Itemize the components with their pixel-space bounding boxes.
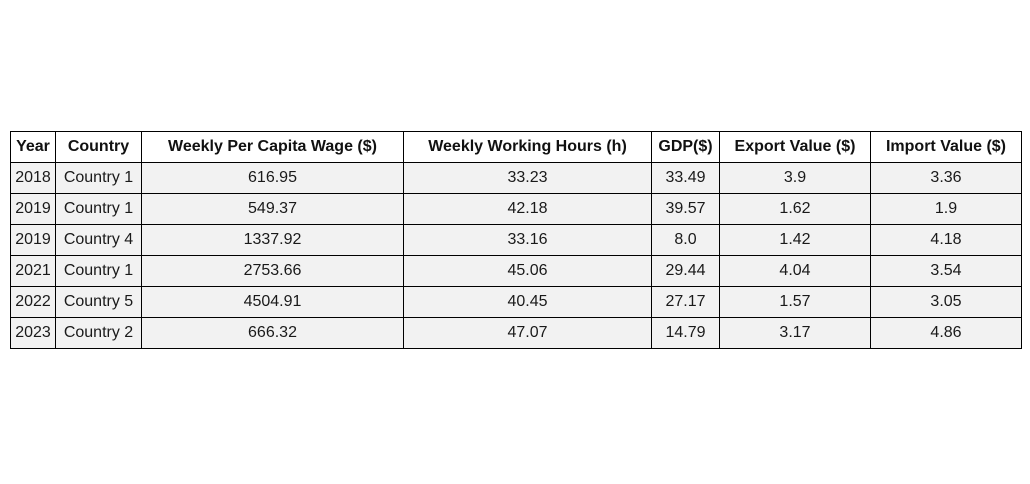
table-cell: 3.05 [870,286,1022,318]
table-cell: 3.9 [719,162,871,194]
table-cell: 2019 [10,224,56,256]
table-cell: 2022 [10,286,56,318]
table-cell: 14.79 [651,317,720,349]
column-header-country: Country [55,131,142,163]
table-cell: 3.17 [719,317,871,349]
table-cell: 2019 [10,193,56,225]
table-cell: 1.9 [870,193,1022,225]
table-row: 2021 Country 1 2753.66 45.06 29.44 4.04 … [10,255,1022,287]
table-cell: 2753.66 [141,255,404,287]
column-header-weekly-hours: Weekly Working Hours (h) [403,131,652,163]
table-cell: Country 1 [55,193,142,225]
table-cell: 3.54 [870,255,1022,287]
table-cell: 4.86 [870,317,1022,349]
column-header-import-value: Import Value ($) [870,131,1022,163]
table-row: 2019 Country 1 549.37 42.18 39.57 1.62 1… [10,193,1022,225]
table-row: 2023 Country 2 666.32 47.07 14.79 3.17 4… [10,317,1022,349]
table-cell: 8.0 [651,224,720,256]
table-cell: 47.07 [403,317,652,349]
table-cell: Country 1 [55,162,142,194]
table-cell: 29.44 [651,255,720,287]
table-cell: Country 1 [55,255,142,287]
table-cell: 40.45 [403,286,652,318]
table-cell: 33.49 [651,162,720,194]
table-row: 2018 Country 1 616.95 33.23 33.49 3.9 3.… [10,162,1022,194]
header-row: Year Country Weekly Per Capita Wage ($) … [10,131,1022,163]
table-cell: 1337.92 [141,224,404,256]
table-cell: 2021 [10,255,56,287]
table-cell: 4504.91 [141,286,404,318]
data-table: Year Country Weekly Per Capita Wage ($) … [10,131,1022,349]
table-cell: 39.57 [651,193,720,225]
table-cell: 27.17 [651,286,720,318]
column-header-year: Year [10,131,56,163]
table-cell: 45.06 [403,255,652,287]
table-row: 2022 Country 5 4504.91 40.45 27.17 1.57 … [10,286,1022,318]
column-header-export-value: Export Value ($) [719,131,871,163]
table-cell: 4.18 [870,224,1022,256]
table-cell: 1.57 [719,286,871,318]
column-header-gdp: GDP($) [651,131,720,163]
table-cell: 3.36 [870,162,1022,194]
table-cell: 2023 [10,317,56,349]
table-cell: 4.04 [719,255,871,287]
table-cell: 666.32 [141,317,404,349]
table-cell: 616.95 [141,162,404,194]
table-cell: 2018 [10,162,56,194]
table-cell: 33.23 [403,162,652,194]
table-cell: Country 2 [55,317,142,349]
table-cell: 1.42 [719,224,871,256]
table-cell: 1.62 [719,193,871,225]
table-cell: Country 5 [55,286,142,318]
table-cell: Country 4 [55,224,142,256]
table-row: 2019 Country 4 1337.92 33.16 8.0 1.42 4.… [10,224,1022,256]
table-cell: 549.37 [141,193,404,225]
table-cell: 42.18 [403,193,652,225]
table-cell: 33.16 [403,224,652,256]
column-header-weekly-wage: Weekly Per Capita Wage ($) [141,131,404,163]
